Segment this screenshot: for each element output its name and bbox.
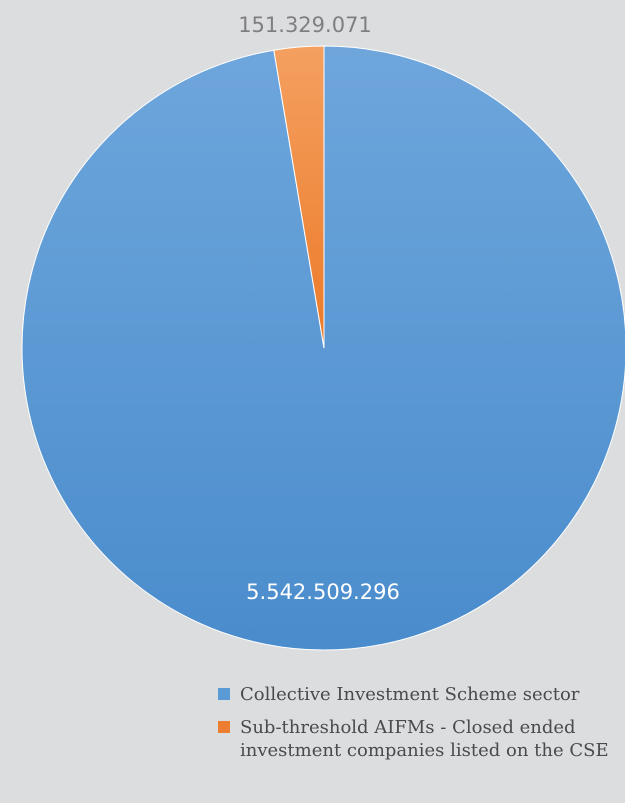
legend-item-cis: Collective Investment Scheme sector (218, 683, 623, 706)
legend: Collective Investment Scheme sector Sub-… (218, 683, 623, 772)
pie-slice-aifm (273, 45, 325, 349)
data-label-aifm: 151.329.071 (238, 13, 372, 37)
data-label-cis: 5.542.509.296 (246, 580, 400, 604)
pie-chart: 5.542.509.296 151.329.071 (21, 13, 625, 651)
pie-slices (21, 45, 625, 651)
legend-swatch-cis (218, 688, 230, 700)
legend-swatch-aifm (218, 721, 230, 733)
legend-item-aifm: Sub-threshold AIFMs - Closed ended inves… (218, 716, 623, 762)
legend-label-cis: Collective Investment Scheme sector (240, 684, 580, 705)
legend-label-aifm: Sub-threshold AIFMs - Closed ended inves… (240, 717, 609, 761)
pie-data-labels: 5.542.509.296 151.329.071 (238, 13, 400, 604)
